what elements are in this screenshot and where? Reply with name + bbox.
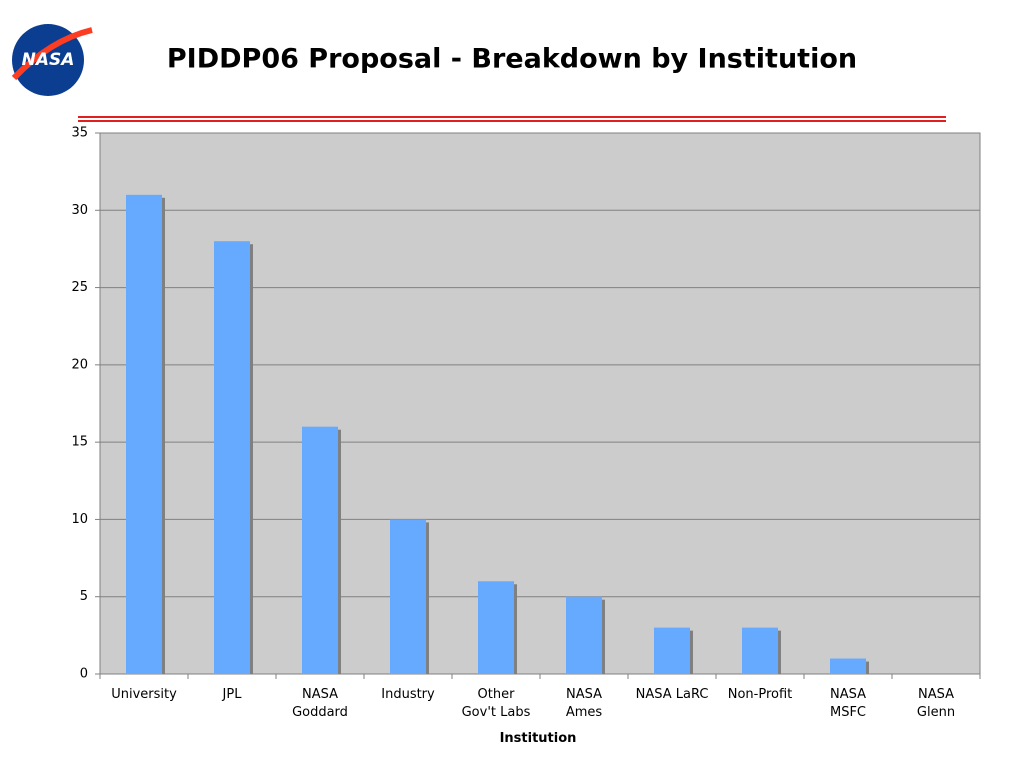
bar xyxy=(126,194,162,675)
bar xyxy=(302,426,338,674)
x-tick-label: NASA LaRC xyxy=(635,687,709,702)
x-tick-label: JPL xyxy=(222,687,242,702)
x-tick-label: University xyxy=(111,687,177,702)
x-tick-label: NASA Goddard xyxy=(292,687,348,720)
y-tick-label: 10 xyxy=(71,512,88,527)
x-tick-label: Non-Profit xyxy=(727,687,793,702)
chart-title: PIDDP06 Proposal - Breakdown by Institut… xyxy=(167,44,857,75)
y-tick-label: 30 xyxy=(71,203,88,218)
bar xyxy=(478,581,514,674)
bar xyxy=(742,627,778,674)
x-axis-label: Institution xyxy=(499,731,577,746)
x-tick-label: NASA MSFC xyxy=(829,687,867,720)
bar xyxy=(566,596,602,674)
y-tick-label: 0 xyxy=(80,667,88,682)
x-tick-label: NASA Ames xyxy=(565,687,603,720)
logo-swoosh xyxy=(11,27,93,81)
bar xyxy=(654,627,690,674)
bar xyxy=(390,519,426,674)
y-tick-label: 20 xyxy=(71,357,88,372)
logo-text: NASA xyxy=(22,50,75,70)
y-tick-label: 25 xyxy=(71,280,88,295)
bar xyxy=(214,241,250,674)
nasa-logo: NASA xyxy=(11,24,93,96)
y-tick-label: 15 xyxy=(71,435,88,450)
x-tick-label: Other Gov't Labs xyxy=(461,687,531,720)
x-tick-label: NASA Glenn xyxy=(916,687,956,720)
y-tick-label: 5 xyxy=(80,589,88,604)
y-tick-label: 35 xyxy=(71,126,88,141)
x-tick-label: Industry xyxy=(381,687,435,702)
bar xyxy=(830,658,866,674)
